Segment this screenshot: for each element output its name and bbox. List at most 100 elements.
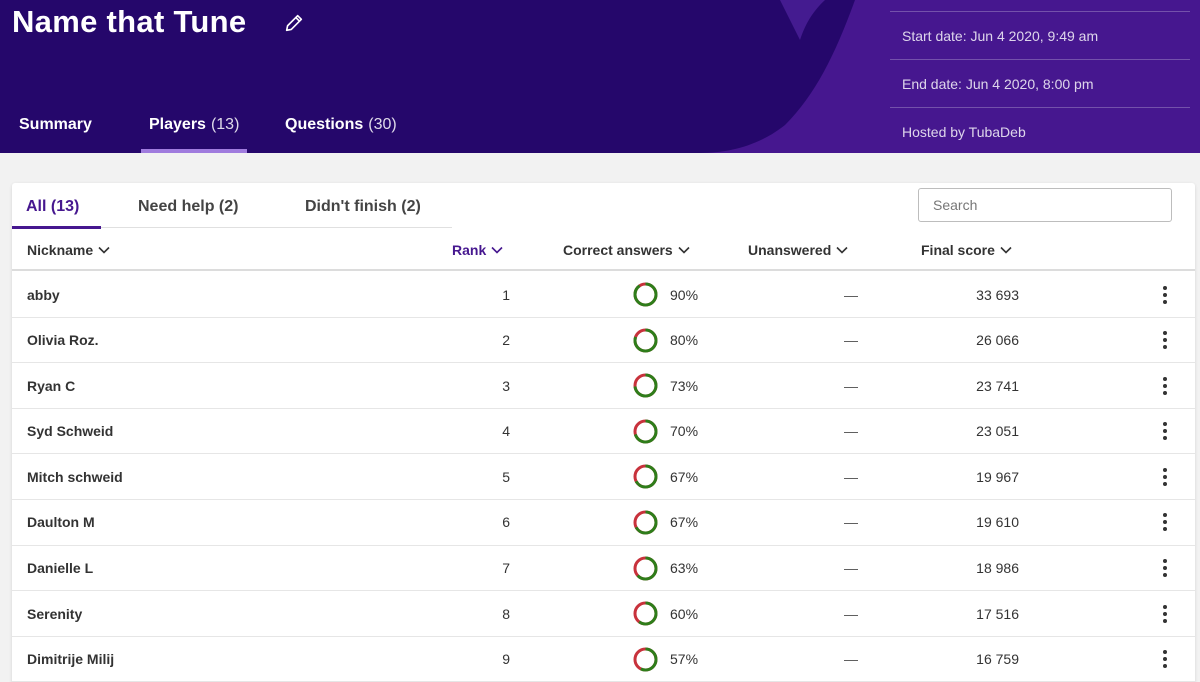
- column-rank[interactable]: Rank: [452, 228, 503, 271]
- info-divider: [890, 0, 1190, 12]
- player-correct-answers: 57%: [632, 637, 698, 682]
- player-final-score: 19 967: [976, 468, 1019, 485]
- correct-answers-donut-icon: [633, 510, 658, 535]
- chevron-down-icon: [491, 246, 503, 254]
- filter-didnt-finish[interactable]: Didn't finish (2): [305, 198, 421, 215]
- player-rank: 2: [502, 332, 510, 349]
- more-vertical-icon: [1163, 422, 1167, 441]
- correct-percentage: 63%: [670, 560, 699, 577]
- chevron-down-icon: [836, 246, 848, 254]
- column-correct-answers[interactable]: Correct answers: [563, 228, 690, 271]
- player-unanswered: —: [844, 286, 858, 303]
- correct-percentage: 90%: [670, 286, 699, 303]
- row-more-options[interactable]: [1156, 272, 1174, 317]
- player-rank: 5: [502, 468, 510, 485]
- report-info-panel: Start date: Jun 4 2020, 9:49 am End date…: [890, 0, 1190, 153]
- table-row[interactable]: Daulton M 6 67% — 19 610: [12, 500, 1195, 546]
- table-row[interactable]: Dimitrije Milij 9 57% — 16 759: [12, 637, 1195, 682]
- tab-questions[interactable]: Questions (30): [285, 100, 397, 153]
- chevron-down-icon: [1000, 246, 1012, 254]
- player-correct-answers: 90%: [632, 272, 698, 317]
- table-row[interactable]: Danielle L 7 63% — 18 986: [12, 546, 1195, 592]
- row-more-options[interactable]: [1156, 318, 1174, 363]
- row-more-options[interactable]: [1156, 454, 1174, 499]
- row-more-options[interactable]: [1156, 546, 1174, 591]
- column-nickname-label: Nickname: [27, 241, 94, 258]
- table-row[interactable]: Mitch schweid 5 67% — 19 967: [12, 454, 1195, 500]
- player-correct-answers: 80%: [632, 318, 698, 363]
- correct-percentage: 57%: [670, 651, 699, 668]
- search-input[interactable]: [918, 188, 1172, 222]
- column-final-score[interactable]: Final score: [921, 228, 1012, 271]
- player-unanswered: —: [844, 651, 858, 668]
- player-final-score: 17 516: [976, 605, 1019, 622]
- row-more-options[interactable]: [1156, 500, 1174, 545]
- correct-answers-donut-icon: [633, 464, 658, 489]
- player-rank: 7: [502, 560, 510, 577]
- row-more-options[interactable]: [1156, 637, 1174, 682]
- tab-players-label: Players: [149, 116, 206, 133]
- more-vertical-icon: [1163, 513, 1167, 532]
- edit-pencil-icon[interactable]: [283, 12, 305, 34]
- more-vertical-icon: [1163, 467, 1167, 486]
- table-row[interactable]: Olivia Roz. 2 80% — 26 066: [12, 318, 1195, 364]
- player-correct-answers: 67%: [632, 500, 698, 545]
- correct-percentage: 60%: [670, 605, 699, 622]
- player-correct-answers: 60%: [632, 591, 698, 636]
- player-nickname: Dimitrije Milij: [27, 651, 115, 668]
- tab-questions-label: Questions: [285, 116, 364, 133]
- row-more-options[interactable]: [1156, 363, 1174, 408]
- correct-answers-donut-icon: [633, 373, 658, 398]
- player-nickname: Syd Schweid: [27, 423, 114, 440]
- table-row[interactable]: abby 1 90% — 33 693: [12, 272, 1195, 318]
- correct-answers-donut-icon: [633, 647, 658, 672]
- host-name: Hosted by TubaDeb: [902, 124, 1026, 140]
- row-more-options[interactable]: [1156, 591, 1174, 636]
- players-panel: All (13) Need help (2) Didn't finish (2)…: [11, 183, 1195, 682]
- table-row[interactable]: Serenity 8 60% — 17 516: [12, 591, 1195, 637]
- player-final-score: 33 693: [976, 286, 1019, 303]
- column-score-label: Final score: [921, 241, 995, 258]
- column-correct-label: Correct answers: [563, 241, 673, 258]
- more-vertical-icon: [1163, 559, 1167, 578]
- player-correct-answers: 63%: [632, 546, 698, 591]
- column-nickname[interactable]: Nickname: [27, 228, 110, 271]
- more-vertical-icon: [1163, 376, 1167, 395]
- player-nickname: Olivia Roz.: [27, 332, 99, 349]
- tab-summary[interactable]: Summary: [19, 100, 92, 153]
- start-date: Start date: Jun 4 2020, 9:49 am: [890, 12, 1190, 60]
- report-header: Name that Tune Summary Players (13) Quest…: [0, 0, 1200, 153]
- player-final-score: 23 051: [976, 423, 1019, 440]
- tab-questions-count: (30): [368, 116, 397, 133]
- tab-summary-label: Summary: [19, 116, 92, 133]
- player-unanswered: —: [844, 514, 858, 531]
- row-more-options[interactable]: [1156, 409, 1174, 454]
- filter-all[interactable]: All (13): [11, 183, 102, 229]
- table-row[interactable]: Ryan C 3 73% — 23 741: [12, 363, 1195, 409]
- player-unanswered: —: [844, 332, 858, 349]
- correct-percentage: 67%: [670, 514, 699, 531]
- filter-need-help[interactable]: Need help (2): [138, 198, 239, 215]
- end-date: End date: Jun 4 2020, 8:00 pm: [890, 60, 1190, 108]
- player-final-score: 23 741: [976, 377, 1019, 394]
- player-correct-answers: 67%: [632, 454, 698, 499]
- tab-players[interactable]: Players (13): [140, 100, 248, 153]
- more-vertical-icon: [1163, 331, 1167, 350]
- correct-percentage: 67%: [670, 468, 699, 485]
- tab-players-count: (13): [210, 116, 240, 133]
- player-rank: 3: [502, 377, 510, 394]
- player-rank: 4: [502, 423, 510, 440]
- player-final-score: 19 610: [976, 514, 1019, 531]
- more-vertical-icon: [1163, 650, 1167, 669]
- correct-answers-donut-icon: [633, 556, 658, 581]
- player-unanswered: —: [844, 605, 858, 622]
- player-nickname: abby: [27, 286, 60, 303]
- correct-percentage: 73%: [670, 377, 699, 394]
- correct-answers-donut-icon: [633, 282, 658, 307]
- player-nickname: Serenity: [27, 605, 83, 622]
- column-unanswered[interactable]: Unanswered: [748, 228, 848, 271]
- player-unanswered: —: [844, 560, 858, 577]
- player-filter-tabs: All (13) Need help (2) Didn't finish (2): [11, 183, 452, 229]
- table-row[interactable]: Syd Schweid 4 70% — 23 051: [12, 409, 1195, 455]
- more-vertical-icon: [1163, 285, 1167, 304]
